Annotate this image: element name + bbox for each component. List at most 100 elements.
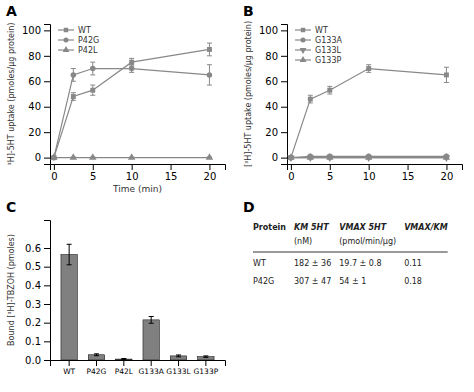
tick: 60 (265, 76, 287, 87)
point (308, 97, 313, 102)
tick-label: 0.5 (25, 261, 41, 272)
error-bar-cap (203, 357, 208, 358)
panel: B05101520020406080100[³H]-5HT uptake (pm… (243, 3, 463, 182)
marks (50, 43, 213, 160)
tick: 0.0 (25, 355, 50, 366)
tick: 20 (441, 164, 454, 182)
tick-mark (281, 81, 287, 82)
table: ProteinKM 5HTVMAX 5HTVMAX/KM(nM)(pmol/mi… (253, 223, 448, 286)
error-bar-cap (207, 43, 212, 44)
error-bar-cap (121, 358, 126, 359)
error-bar-cap (71, 81, 76, 82)
table-cell: 54 ± 1 (339, 277, 366, 286)
table-cell: (nM) (294, 237, 312, 246)
panel-title: B (243, 3, 254, 19)
point (366, 66, 371, 71)
tick-label: 100 (259, 25, 278, 36)
figure: A05101520020406080100Time (min)³H]-5HT u… (0, 0, 474, 392)
tick: 15 (402, 164, 415, 182)
legend-entry: WT (295, 26, 328, 35)
error-bar-cap (149, 323, 154, 324)
error-bar (129, 65, 134, 73)
error-bar-cap (207, 85, 212, 86)
error-bar-cap (203, 355, 208, 356)
table-cell: 182 ± 36 (294, 259, 331, 268)
legend-label: WT (78, 26, 91, 35)
tick-label: 5 (90, 171, 96, 182)
legend-marker (300, 48, 307, 54)
error-bar-cap (67, 264, 72, 265)
series (288, 154, 449, 161)
x-axis: 05101520 (288, 164, 463, 182)
tick-label: 0.0 (25, 355, 41, 366)
error-bar-cap (129, 64, 134, 65)
tick: G133P (194, 360, 219, 376)
table-cell: (pmol/min/μg) (339, 237, 396, 246)
tick-mark (44, 360, 50, 361)
tick-mark (96, 360, 97, 366)
tick-label: 10 (363, 171, 376, 182)
table-cell: 0.18 (404, 277, 422, 286)
tick-label: 80 (265, 51, 278, 62)
plot: WTP42GP42LG133AG133LG133P0.00.10.20.30.4… (7, 221, 226, 377)
x-axis: WTP42GP42LG133AG133LG133P (51, 360, 226, 376)
tick-mark (44, 132, 50, 133)
error-bar (71, 93, 76, 101)
error-bar (327, 86, 332, 94)
tick: 100 (259, 25, 287, 36)
error-bar-line (69, 244, 70, 265)
tick-mark (408, 164, 409, 170)
tick-mark (93, 164, 94, 170)
bar (88, 355, 104, 360)
tick-mark (44, 81, 50, 82)
tick: 10 (126, 164, 139, 182)
y-axis-title: Bound [³H]-TBZOH (pmoles) (7, 234, 16, 346)
legend-label: P42G (78, 36, 99, 45)
error-bar-cap (308, 102, 313, 103)
tick-mark (281, 30, 287, 31)
tick-label: 80 (28, 51, 41, 62)
tick: 5 (327, 164, 333, 182)
point (207, 47, 212, 52)
tick-mark (330, 164, 331, 170)
point (207, 72, 213, 78)
error-bar (366, 65, 371, 73)
tick-label: 0.4 (25, 280, 41, 291)
error-bar (129, 58, 134, 66)
tick: 40 (28, 101, 50, 112)
error-bar (207, 43, 212, 56)
tick-mark (132, 164, 133, 170)
point (128, 153, 135, 159)
tick-mark (209, 164, 210, 170)
error-bar-cap (327, 94, 332, 95)
y-axis-title: ³H]-5HT uptake (pmoles/μg protein) (7, 23, 16, 166)
tick-label: 10 (126, 171, 139, 182)
legend: WTG133AG133LG133P (295, 26, 342, 65)
legend-label: P42L (78, 46, 98, 55)
tick-label: 0.1 (25, 336, 41, 347)
point (206, 153, 213, 159)
tick-label: G133P (194, 367, 219, 376)
error-bar-cap (366, 64, 371, 65)
legend-marker (300, 37, 305, 42)
tick: 60 (28, 76, 50, 87)
legend-label: G133P (315, 56, 341, 65)
y-axis: 020406080100 (259, 25, 288, 165)
legend-entry: WT (58, 26, 91, 35)
tick-mark (281, 107, 287, 108)
tick-mark (44, 248, 50, 249)
series (287, 153, 450, 159)
tick: 0.5 (25, 261, 50, 272)
tick-mark (69, 360, 70, 366)
tick: 0 (35, 152, 50, 163)
tick-mark (54, 164, 55, 170)
series (50, 153, 213, 159)
tick-mark (44, 107, 50, 108)
x-axis: 05101520 (51, 164, 226, 182)
tick: 20 (204, 164, 217, 182)
tick: 10 (363, 164, 376, 182)
legend-entry: P42G (58, 36, 99, 45)
error-bar (90, 85, 95, 95)
error-bar (90, 62, 95, 75)
error-bar-cap (149, 316, 154, 317)
